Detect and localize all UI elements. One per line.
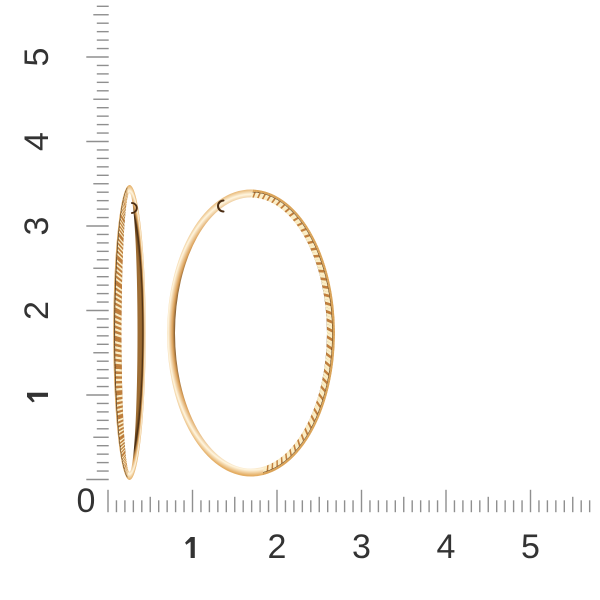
svg-text:3: 3 — [352, 528, 371, 566]
svg-text:4: 4 — [18, 132, 56, 151]
svg-text:0: 0 — [77, 482, 96, 520]
svg-text:2: 2 — [18, 301, 56, 320]
svg-text:5: 5 — [521, 528, 540, 566]
svg-text:4: 4 — [437, 528, 456, 566]
svg-text:3: 3 — [18, 217, 56, 236]
svg-text:2: 2 — [268, 528, 287, 566]
svg-text:5: 5 — [18, 48, 56, 67]
